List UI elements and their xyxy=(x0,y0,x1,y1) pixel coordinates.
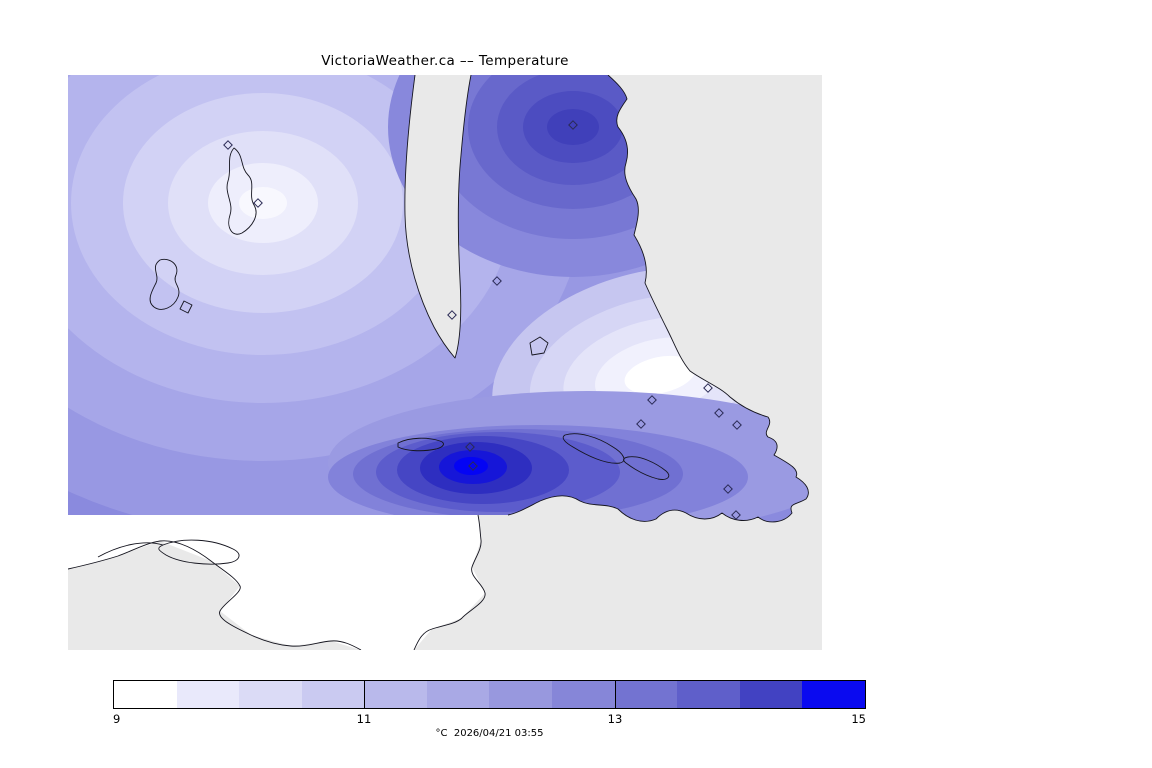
station-marker xyxy=(731,510,741,520)
coastline-inlet xyxy=(404,74,472,359)
coastlines-south xyxy=(67,514,486,651)
colorbar-segment xyxy=(114,681,177,708)
colorbar-segment xyxy=(552,681,615,708)
coastline-island xyxy=(623,456,670,480)
station-marker xyxy=(465,442,475,452)
map-title: VictoriaWeather.ca –– Temperature xyxy=(321,53,569,69)
colorbar-tick xyxy=(615,680,616,709)
colorbar-label: 13 xyxy=(607,712,623,726)
station-marker xyxy=(636,419,646,429)
colorbar-segment xyxy=(176,681,240,708)
station-marker xyxy=(723,484,733,494)
colorbar-labels: 9 11 13 15 xyxy=(113,712,866,727)
colorbar-segment xyxy=(802,681,865,708)
colorbar-segment xyxy=(301,681,365,708)
coastline-mainland xyxy=(67,540,362,651)
coastline-bay xyxy=(413,514,486,651)
colorbar-label: 9 xyxy=(113,712,121,726)
colorbar-segment xyxy=(364,681,427,708)
colorbar-gradient xyxy=(113,680,866,709)
coastline-peninsula xyxy=(507,74,809,523)
station-marker xyxy=(647,395,657,405)
map-canvas xyxy=(67,74,822,651)
coastline-island xyxy=(226,147,257,235)
colorbar-label: 15 xyxy=(851,712,866,726)
station-marker xyxy=(253,198,263,208)
station-marker xyxy=(714,408,724,418)
colorbar-segment xyxy=(489,681,553,708)
colorbar-segment xyxy=(739,681,803,708)
colorbar-segment xyxy=(677,681,740,708)
coastline-island xyxy=(529,336,549,356)
coastlines xyxy=(149,74,809,523)
station-marker xyxy=(447,310,457,320)
land-mask xyxy=(68,541,361,650)
colorbar-label: 11 xyxy=(356,712,372,726)
coastline-lagoon xyxy=(158,539,240,565)
station-marker xyxy=(492,276,502,286)
colorbar-tick xyxy=(363,680,365,709)
station-marker xyxy=(568,120,578,130)
coastline-spit xyxy=(97,542,164,558)
coastline-island xyxy=(397,437,444,452)
colorbar-segment xyxy=(614,681,678,708)
station-marker xyxy=(468,461,478,471)
stations-layer xyxy=(223,120,742,520)
coastline-island xyxy=(562,433,625,464)
station-marker xyxy=(703,383,713,393)
station-marker xyxy=(223,140,233,150)
coastline-island xyxy=(179,300,193,314)
colorbar-segment xyxy=(426,681,490,708)
map-caption: °C 2026/04/21 03:55 xyxy=(435,728,544,739)
colorbar-segment xyxy=(239,681,302,708)
coastline-island xyxy=(149,258,180,310)
temperature-map xyxy=(67,74,822,651)
colorbar xyxy=(113,680,866,709)
station-marker xyxy=(732,420,742,430)
